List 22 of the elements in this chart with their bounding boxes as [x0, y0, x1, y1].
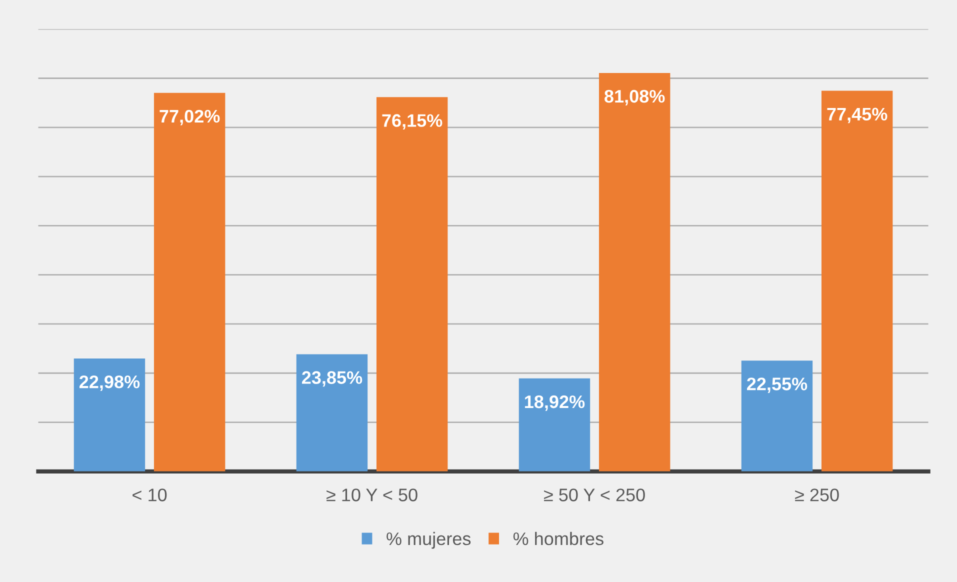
bar — [74, 358, 146, 472]
x-tick-label: ≥ 250 — [795, 488, 839, 502]
bar — [518, 378, 590, 472]
data-label: 22,98% — [79, 375, 140, 391]
legend-label: % hombres — [513, 532, 604, 546]
bar — [741, 360, 813, 472]
data-label: 76,15% — [382, 114, 442, 130]
x-tick-label: ≥ 10 Y < 50 — [326, 488, 418, 502]
legend-label: % mujeres — [386, 532, 471, 549]
data-label: 77,02% — [160, 110, 220, 126]
x-tick-label: < 10 — [132, 488, 167, 502]
data-label: 81,08% — [604, 90, 665, 106]
x-tick-label: ≥ 50 Y < 250 — [544, 488, 645, 502]
data-label: 77,45% — [827, 108, 888, 124]
bar — [598, 72, 670, 472]
bar — [296, 354, 368, 472]
bar — [821, 90, 893, 472]
bar — [376, 97, 448, 472]
data-label: 18,92% — [525, 395, 585, 411]
data-label: 23,85% — [302, 371, 362, 387]
bar — [154, 92, 226, 472]
data-label: 22,55% — [747, 378, 808, 393]
